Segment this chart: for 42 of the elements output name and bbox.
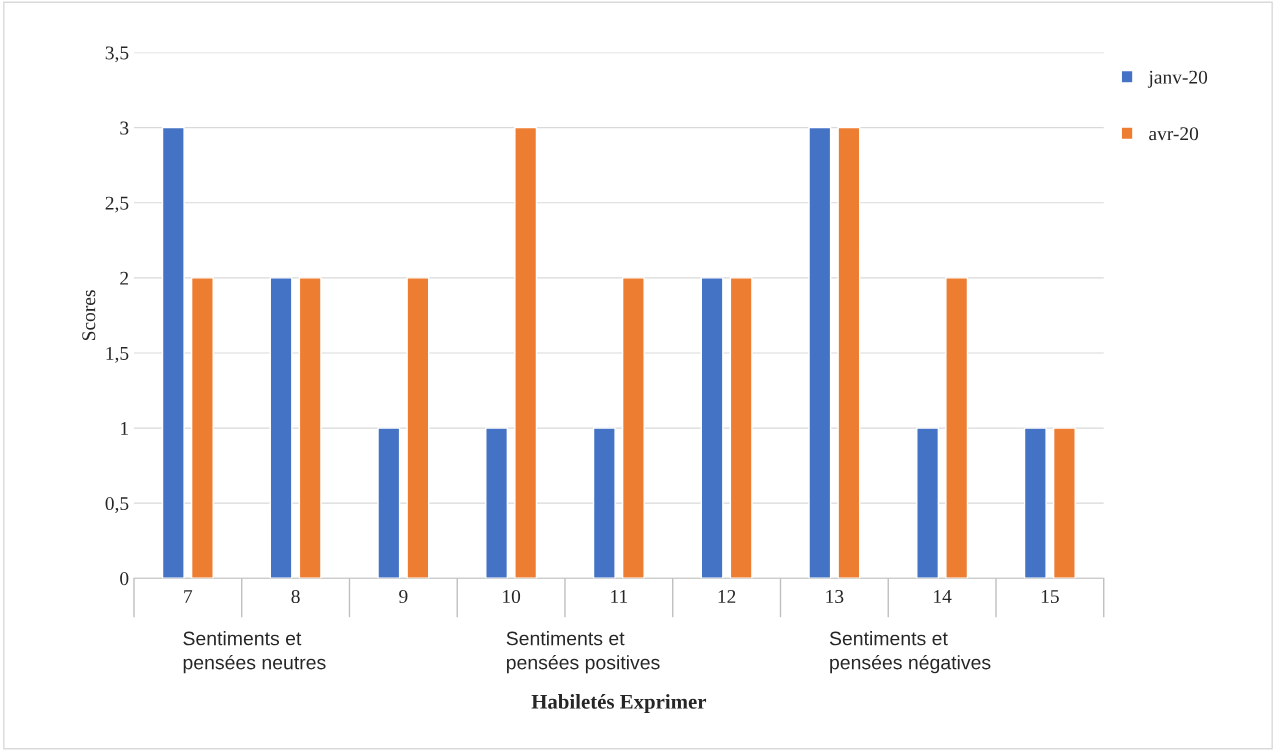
legend-label: janv-20 xyxy=(1147,70,1208,88)
bar xyxy=(945,277,969,579)
legend-label: avr-20 xyxy=(1149,127,1199,141)
y-tick-label: 2 xyxy=(120,271,129,285)
bar xyxy=(621,277,645,579)
x-tick-label: 15 xyxy=(1041,590,1059,604)
y-tick-label: 0 xyxy=(120,572,129,586)
bar xyxy=(1052,427,1076,579)
x-axis-title: Habiletés Exprimer xyxy=(531,694,707,714)
x-tick-label: 13 xyxy=(826,590,844,604)
bar xyxy=(700,277,724,579)
text: Sentiments et pensées négatives xyxy=(829,631,991,674)
x-tick-label: 8 xyxy=(291,589,300,604)
y-tick-label: 3,5 xyxy=(105,46,129,63)
y-axis-title: Scores xyxy=(82,290,96,341)
bar xyxy=(514,126,538,579)
x-tick-label: 10 xyxy=(503,589,521,604)
bar xyxy=(485,427,509,579)
bar xyxy=(377,427,401,579)
y-tick-label: 3 xyxy=(120,121,129,135)
x-tick-label: 12 xyxy=(718,590,736,603)
bar xyxy=(729,277,753,579)
bar xyxy=(161,126,185,579)
bar xyxy=(1023,427,1047,579)
bar xyxy=(592,427,616,579)
x-tick-label: 11 xyxy=(611,590,628,603)
text: Sentiments et pensées neutres xyxy=(183,631,326,674)
x-tick-label: 9 xyxy=(399,590,408,604)
bar xyxy=(837,126,861,579)
x-tick-label: 7 xyxy=(184,590,193,603)
bar xyxy=(808,126,832,579)
bar xyxy=(269,277,293,579)
y-tick-label: 2,5 xyxy=(105,196,129,213)
y-tick-label: 1,5 xyxy=(106,346,129,363)
bar xyxy=(298,277,322,579)
bar xyxy=(406,277,430,579)
y-tick-label: 0,5 xyxy=(105,496,129,513)
text: Sentiments et pensées positives xyxy=(506,631,660,674)
bar xyxy=(916,427,940,579)
x-tick-label: 14 xyxy=(934,590,952,603)
y-tick-label: 1 xyxy=(121,421,128,435)
bar xyxy=(190,277,214,579)
